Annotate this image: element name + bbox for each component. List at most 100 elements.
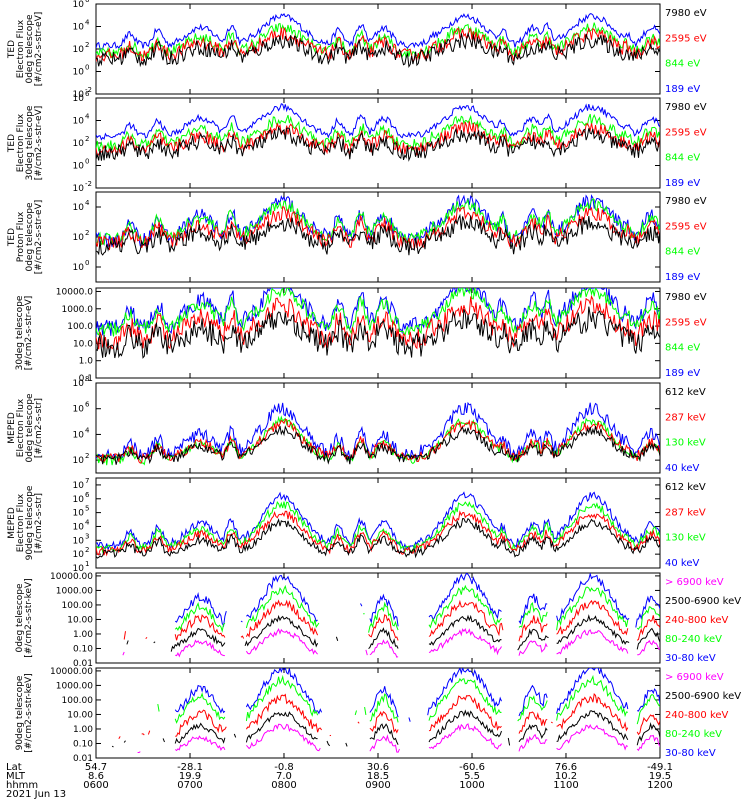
x-tick-label-mlt: 10.2 [555, 771, 577, 782]
y-axis-label-line: 0deg telescope [25, 14, 35, 84]
y-tick-label: 10 [73, 23, 85, 33]
y-tick-exponent: 4 [85, 199, 90, 207]
y-axis-label-line: Electron Flux [16, 19, 26, 78]
x-tick-label-mlt: 7.0 [276, 771, 292, 782]
y-tick-label: 10 [73, 536, 85, 546]
y-tick-exponent: -2 [85, 180, 92, 188]
y-tick-exponent: 2 [85, 41, 89, 49]
y-tick-exponent: -2 [85, 86, 92, 94]
y-axis-label-line: Electron Flux [16, 493, 26, 552]
y-tick-exponent: 2 [85, 135, 89, 143]
panel-p8: 0.01 0.10 1.00 10.00 100.00 1000.00 10000.00 90… [15, 667, 741, 764]
legend-entry: 287 keV [665, 412, 706, 423]
legend-entry: 612 keV [665, 387, 706, 398]
y-axis-label-line: [#/cm2-s-str-keV] [24, 673, 34, 752]
series-line-7980-ev [96, 126, 660, 162]
series-line-189-ev [96, 194, 660, 248]
y-tick-exponent: 2 [85, 546, 89, 554]
y-tick-exponent: 8 [85, 375, 89, 383]
legend-entry: 844 eV [665, 343, 700, 354]
x-tick-label-hhmm: 1100 [553, 780, 578, 791]
x-tick-label-mlt: 19.9 [179, 771, 201, 782]
y-tick-label: 100.00 [62, 601, 94, 611]
y-axis-label-line: 0deg telescope [25, 393, 35, 463]
y-tick-exponent: 4 [85, 19, 90, 27]
x-tick-label-lat: 76.6 [555, 762, 577, 773]
x-tick-label-hhmm: 0900 [365, 780, 390, 791]
y-tick-label: 10 [73, 68, 85, 78]
y-tick-exponent: 6 [85, 90, 90, 98]
legend-entry: 240-800 keV [665, 615, 729, 626]
y-tick-label: 10000.00 [50, 667, 93, 677]
y-axis-label-line: [#/cm2-s-str] [34, 493, 44, 553]
series-line-240-800-kev [123, 599, 660, 642]
y-tick-label: 10 [73, 456, 85, 466]
y-tick-label: 10 [73, 481, 85, 491]
legend-entry: 189 eV [665, 272, 700, 283]
y-tick-label: 10 [73, 522, 85, 532]
x-tick-label-mlt: 5.5 [464, 771, 480, 782]
legend-entry: 7980 eV [665, 102, 707, 113]
series-line-2500-6900-kev [111, 709, 660, 748]
series-line-2500-6900-kev [126, 614, 660, 652]
panel-frame [95, 382, 661, 474]
x-tick-label-lat: 30.6 [367, 762, 389, 773]
y-tick-label: 100.00 [62, 696, 94, 706]
panel-frame [95, 572, 661, 664]
series-line-80-240-kev [157, 674, 660, 725]
x-tick-label-mlt: 19.5 [649, 771, 671, 782]
y-axis-label-line: 0deg telescope [25, 202, 35, 272]
series-line-40-kev [96, 401, 660, 460]
legend-entry: 189 eV [665, 368, 700, 379]
legend-entry: 40 keV [665, 463, 699, 474]
y-axis-label-line: MEPED [7, 507, 17, 539]
y-axis-label-line: 90deg telescope [25, 485, 35, 560]
y-tick-exponent: 4 [85, 518, 90, 526]
series-line-7980-ev [96, 213, 660, 256]
y-axis-label-line: [#/cm2-s-str-eV] [34, 106, 44, 181]
y-tick-label: 100.0 [67, 322, 93, 332]
series-line-189-ev [96, 12, 660, 50]
x-tick-label-hhmm: 0800 [271, 780, 296, 791]
y-axis-label-line: 90deg telescope [15, 675, 25, 750]
legend-entry: 2595 eV [665, 127, 707, 138]
series-line-189-ev [96, 103, 660, 141]
x-tick-label-lat: 54.7 [85, 762, 107, 773]
legend-entry: 30-80 keV [665, 748, 716, 759]
legend-entry: 2500-6900 keV [665, 596, 741, 607]
y-tick-exponent: 1 [85, 560, 89, 568]
y-axis-label-line: TED [7, 40, 17, 59]
y-tick-label: 10 [73, 0, 85, 10]
x-row-label-hhmm: hhmm [6, 780, 38, 791]
x-tick-label-hhmm: 0700 [177, 780, 202, 791]
y-tick-label: 10 [73, 139, 85, 149]
series-line--6900-kev [137, 723, 660, 753]
y-tick-label: 1.00 [73, 630, 93, 640]
y-axis-label-line: Electron Flux [16, 113, 26, 172]
y-tick-exponent: 3 [85, 532, 89, 540]
legend-entry: 844 eV [665, 247, 700, 258]
y-tick-label: 1.00 [73, 725, 93, 735]
x-row-label-mlt: MLT [6, 771, 26, 782]
series-line-612-kev [96, 425, 660, 465]
legend-entry: 189 eV [665, 84, 700, 95]
y-axis-label-line: [#/cm2-s-str-keV] [24, 578, 34, 657]
legend-entry: 7980 eV [665, 292, 707, 303]
series-line-80-240-kev [174, 584, 660, 633]
series-line-287-kev [96, 510, 660, 557]
y-axis-label-line: 30deg telescope [25, 105, 35, 180]
y-tick-exponent: 6 [85, 0, 90, 4]
y-axis-label-line: Proton Flux [16, 211, 26, 262]
legend-entry: 844 eV [665, 59, 700, 70]
y-tick-exponent: 0 [85, 64, 89, 72]
y-tick-label: 1000.0 [62, 305, 94, 315]
y-tick-exponent: 2 [85, 452, 89, 460]
y-tick-label: 0.10 [73, 644, 93, 654]
legend-entry: 130 keV [665, 438, 706, 449]
y-tick-label: 10 [73, 495, 85, 505]
x-row-label-lat: Lat [6, 762, 22, 773]
panel-p7: 0.01 0.10 1.00 10.00 100.00 1000.00 10000.00 0d… [15, 572, 741, 669]
